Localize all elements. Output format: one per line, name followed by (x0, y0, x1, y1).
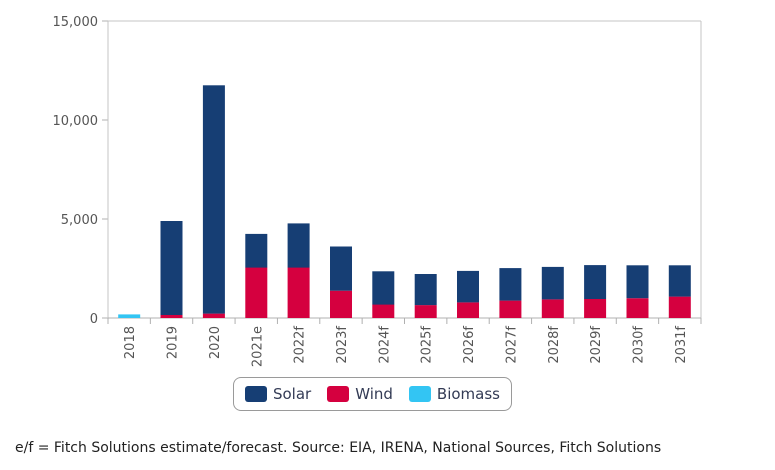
bar-solar-2025f[interactable] (414, 274, 437, 306)
y-tick-label: 5,000 (61, 213, 98, 228)
legend-swatch-biomass (408, 386, 431, 402)
y-tick-label: 10,000 (53, 114, 99, 129)
legend-item-solar[interactable]: Solar (244, 385, 312, 403)
bar-wind-2026f[interactable] (457, 302, 479, 318)
bar-solar-2031f[interactable] (668, 265, 691, 297)
legend-label-wind: Wind (355, 385, 393, 403)
legend-item-wind[interactable]: Wind (327, 385, 393, 403)
legend-swatch-wind (327, 386, 350, 402)
bar-solar-2019[interactable] (160, 221, 183, 315)
x-tick-label: 2022f (293, 326, 308, 364)
bar-wind-2023f[interactable] (330, 290, 352, 318)
bar-solar-2023f[interactable] (330, 246, 352, 291)
bar-wind-2029f[interactable] (584, 299, 607, 318)
x-tick-label: 2026f (462, 326, 477, 364)
bar-wind-2022f[interactable] (287, 267, 310, 319)
legend-item-biomass[interactable]: Biomass (408, 385, 500, 403)
bar-solar-2026f[interactable] (457, 270, 479, 303)
bar-biomass-2018[interactable] (118, 314, 141, 318)
bar-solar-2028f[interactable] (541, 266, 564, 300)
x-tick-label: 2023f (335, 326, 350, 364)
x-tick-label: 2019 (166, 326, 181, 359)
bar-wind-2019[interactable] (160, 315, 183, 318)
bar-wind-2024f[interactable] (372, 304, 395, 319)
y-tick-label: 0 (90, 312, 98, 327)
legend-swatch-solar (244, 386, 267, 402)
bar-wind-2025f[interactable] (414, 305, 437, 318)
y-axis-ticks: 0 5,000 10,000 15,000 (53, 15, 108, 327)
bar-solar-2021e[interactable] (245, 233, 268, 268)
x-tick-label: 2031f (674, 326, 689, 364)
x-tick-label: 2018 (123, 326, 138, 359)
legend-label-solar: Solar (272, 385, 312, 403)
x-tick-label: 2021e (250, 326, 265, 367)
x-tick-label: 2029f (589, 326, 604, 364)
y-tick-label: 15,000 (53, 15, 99, 30)
bar-solar-2030f[interactable] (626, 265, 649, 299)
bar-solar-2024f[interactable] (372, 271, 395, 305)
bar-wind-2020[interactable] (202, 313, 225, 318)
bars-group (118, 85, 691, 318)
x-tick-label: 2020 (208, 326, 223, 359)
bar-wind-2028f[interactable] (541, 299, 564, 318)
x-axis-ticks: 2018 2019 2020 2021e 2022f 2023f 2024f 2025f 202… (107, 318, 702, 367)
legend-label-biomass: Biomass (436, 385, 500, 403)
bar-solar-2022f[interactable] (287, 223, 310, 268)
x-tick-label: 2027f (504, 326, 519, 364)
x-tick-label: 2024f (377, 326, 392, 364)
bar-wind-2021e[interactable] (245, 267, 268, 319)
x-tick-label: 2030f (631, 326, 646, 364)
bar-wind-2031f[interactable] (668, 296, 691, 318)
bar-solar-2029f[interactable] (584, 265, 607, 299)
bar-wind-2030f[interactable] (626, 298, 649, 318)
x-tick-label: 2028f (547, 326, 562, 364)
source-footnote: e/f = Fitch Solutions estimate/forecast.… (15, 440, 662, 456)
stacked-bar-chart: 0 5,000 10,000 15,000 2018 2019 2020 2021e 2022… (53, 15, 702, 367)
bar-solar-2020[interactable] (202, 85, 225, 314)
legend: Solar Wind Biomass (233, 377, 512, 411)
x-tick-label: 2025f (420, 326, 435, 364)
bar-solar-2027f[interactable] (499, 268, 522, 301)
bar-wind-2027f[interactable] (499, 300, 522, 318)
